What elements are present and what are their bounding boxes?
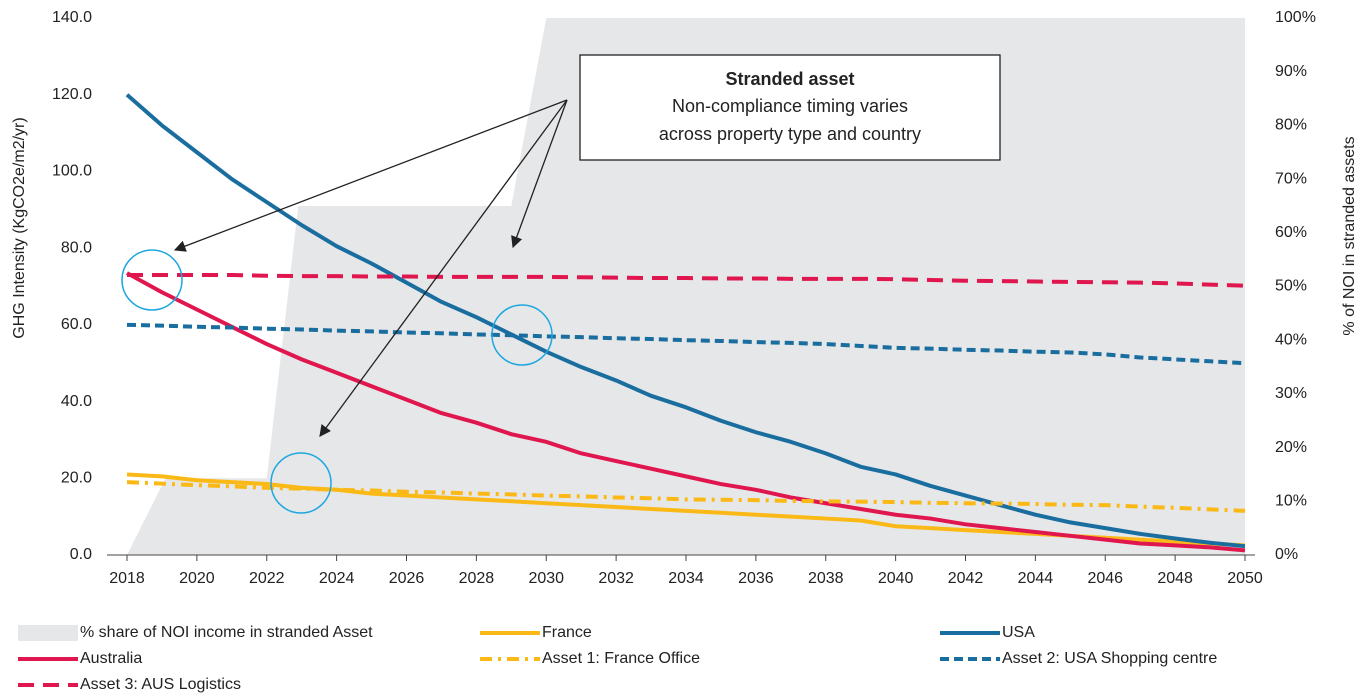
y-axis-label: GHG Intensity (KgCO2e/m2/yr) [11, 117, 28, 338]
x-tick-label: 2046 [1087, 570, 1123, 587]
legend-label: % share of NOI income in stranded Asset [80, 624, 373, 641]
legend-label: Asset 2: USA Shopping centre [1002, 650, 1217, 667]
x-tick-label: 2038 [808, 570, 844, 587]
y2-tick-label: 90% [1275, 63, 1307, 80]
y-tick-label: 80.0 [61, 239, 92, 256]
x-tick-label: 2024 [319, 570, 355, 587]
y2-tick-label: 80% [1275, 117, 1307, 134]
x-tick-label: 2030 [528, 570, 564, 587]
x-tick-label: 2036 [738, 570, 774, 587]
y-tick-label: 0.0 [70, 546, 92, 563]
x-tick-label: 2042 [948, 570, 984, 587]
y2-tick-label: 60% [1275, 224, 1307, 241]
y2-tick-label: 100% [1275, 9, 1316, 26]
x-tick-label: 2044 [1018, 570, 1054, 587]
x-tick-label: 2026 [389, 570, 425, 587]
arrow [173, 99, 568, 252]
x-tick-label: 2028 [459, 570, 495, 587]
x-tick-label: 2032 [598, 570, 634, 587]
y2-tick-label: 40% [1275, 331, 1307, 348]
annotation-title: Stranded asset [725, 69, 854, 89]
y-tick-label: 40.0 [61, 393, 92, 410]
arrow [319, 99, 568, 437]
annotation-text: Non-compliance timing varies [672, 96, 908, 116]
x-tick-label: 2018 [109, 570, 145, 587]
y-tick-label: 100.0 [52, 163, 92, 180]
highlight-circle [491, 304, 553, 366]
legend-label: Asset 1: France Office [542, 650, 700, 667]
annotation: Stranded asset Non-compliance timing var… [121, 54, 1001, 514]
y-tick-label: 140.0 [52, 9, 92, 26]
highlight-circle [270, 452, 332, 514]
line [126, 271, 1246, 553]
y2-tick-label: 10% [1275, 493, 1307, 510]
annotation-text: across property type and country [659, 124, 921, 144]
line [127, 272, 1246, 288]
annotation-box [579, 54, 1001, 161]
highlight-circle [121, 249, 183, 311]
legend-label: Asset 3: AUS Logistics [80, 676, 241, 693]
y2-tick-label: 30% [1275, 385, 1307, 402]
x-tick-label: 2050 [1227, 570, 1263, 587]
y-tick-label: 120.0 [52, 86, 92, 103]
legend: % share of NOI income in stranded Asset F… [18, 624, 1217, 693]
y2-tick-label: 20% [1275, 439, 1307, 456]
y2-axis-label: % of NOI in stranded assets [1341, 136, 1358, 335]
x-tick-label: 2040 [878, 570, 914, 587]
line [126, 480, 1246, 513]
legend-label: France [542, 624, 592, 641]
legend-label: USA [1002, 624, 1035, 641]
legend-label: Australia [80, 650, 142, 667]
x-tick-label: 2034 [668, 570, 704, 587]
arrow [511, 99, 568, 249]
y2-tick-label: 50% [1275, 278, 1307, 295]
legend-swatch [18, 625, 78, 641]
y2-tick-label: 0% [1275, 546, 1298, 563]
x-tick-label: 2020 [179, 570, 215, 587]
y-tick-label: 20.0 [61, 470, 92, 487]
line [125, 93, 1246, 549]
y-tick-label: 60.0 [61, 316, 92, 333]
x-tick-label: 2022 [249, 570, 285, 587]
y2-tick-label: 70% [1275, 170, 1307, 187]
x-tick-label: 2048 [1157, 570, 1193, 587]
line [126, 322, 1246, 366]
